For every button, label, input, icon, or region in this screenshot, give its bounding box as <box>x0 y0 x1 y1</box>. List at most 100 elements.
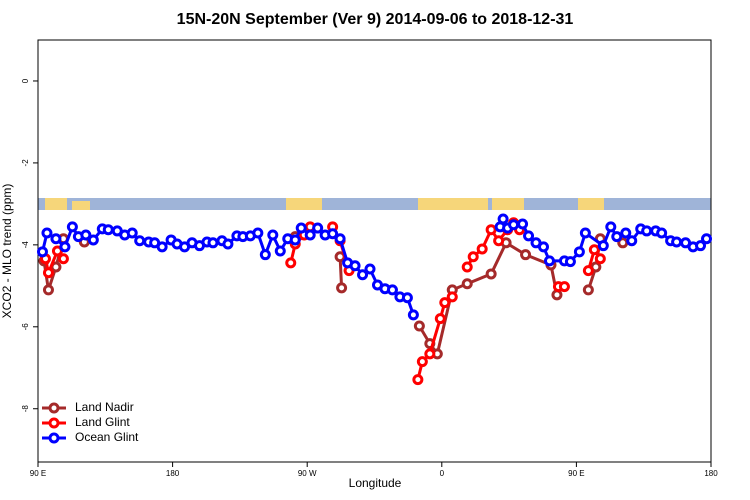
data-point <box>267 229 279 241</box>
data-point <box>42 284 54 296</box>
data-point <box>334 233 346 245</box>
series-line <box>44 239 623 354</box>
data-point <box>416 356 428 368</box>
data-point <box>66 221 78 233</box>
data-point <box>701 233 713 245</box>
data-point <box>579 227 591 239</box>
x-tick-label: 180 <box>704 469 718 478</box>
data-point <box>551 289 563 301</box>
data-point <box>156 241 168 253</box>
data-point <box>558 281 570 293</box>
data-point <box>134 235 146 247</box>
data-point <box>274 245 286 257</box>
data-point <box>327 228 339 240</box>
y-tick-label: -6 <box>21 323 30 331</box>
data-point <box>424 348 436 360</box>
data-point <box>467 251 479 263</box>
data-point <box>485 268 497 280</box>
land-patch <box>286 198 322 210</box>
data-point <box>671 236 683 248</box>
data-point <box>312 222 324 234</box>
data-point <box>304 229 316 241</box>
y-tick-label: -8 <box>21 405 30 413</box>
data-point <box>102 224 114 236</box>
legend-label: Land Nadir <box>75 400 134 414</box>
data-point <box>439 297 451 309</box>
legend-label: Ocean Glint <box>75 430 139 444</box>
x-tick-label: 90 W <box>298 469 317 478</box>
data-point <box>508 219 520 231</box>
data-point <box>41 227 53 239</box>
map-strip <box>38 198 711 210</box>
data-point <box>517 218 529 230</box>
data-point <box>364 263 376 275</box>
data-point <box>126 227 138 239</box>
chart-title: 15N-20N September (Ver 9) 2014-09-06 to … <box>177 11 574 28</box>
data-point <box>582 284 594 296</box>
data-point <box>605 221 617 233</box>
land-patch <box>72 201 90 210</box>
y-tick-label: -2 <box>21 159 30 167</box>
data-point <box>537 241 549 253</box>
data-point <box>413 320 425 332</box>
data-point <box>588 244 600 256</box>
data-point <box>289 234 301 246</box>
data-point <box>80 229 92 241</box>
data-point <box>42 267 54 279</box>
data-point <box>543 255 555 267</box>
legend-label: Land Glint <box>75 415 130 429</box>
data-point <box>446 291 458 303</box>
data-point <box>407 309 419 321</box>
data-point <box>597 240 609 252</box>
data-point <box>520 249 532 261</box>
plot-frame <box>37 39 712 463</box>
data-point <box>582 265 594 277</box>
series-line <box>44 220 602 381</box>
data-point <box>594 253 606 265</box>
data-point <box>573 246 585 258</box>
data-point <box>485 224 497 236</box>
data-point <box>50 233 62 245</box>
data-point <box>497 213 509 225</box>
x-tick-label: 90 E <box>30 469 46 478</box>
data-point <box>401 292 413 304</box>
data-point <box>386 284 398 296</box>
data-point <box>476 243 488 255</box>
data-point <box>57 253 69 265</box>
data-point <box>641 225 653 237</box>
data-point <box>434 313 446 325</box>
data-point <box>349 260 361 272</box>
y-tick-label: -4 <box>21 241 30 249</box>
data-point <box>36 246 48 258</box>
data-point <box>285 257 297 269</box>
y-axis-label: XCO2 - MLO trend (ppm) <box>0 184 14 319</box>
data-point <box>295 222 307 234</box>
data-point <box>611 231 623 243</box>
legend-marker <box>48 432 60 444</box>
x-axis-label: Longitude <box>349 476 402 490</box>
data-point <box>695 240 707 252</box>
legend-marker <box>48 417 60 429</box>
data-point <box>59 241 71 253</box>
data-point <box>207 237 219 249</box>
data-point <box>252 227 264 239</box>
x-tick-label: 0 <box>440 469 445 478</box>
data-point <box>412 374 424 386</box>
x-tick-label: 180 <box>166 469 180 478</box>
data-point <box>87 234 99 246</box>
y-tick-label: 0 <box>21 78 30 83</box>
legend-marker <box>48 402 60 414</box>
data-point <box>620 227 632 239</box>
x-tick-label: 90 E <box>568 469 584 478</box>
data-point <box>493 235 505 247</box>
data-point <box>461 261 473 273</box>
land-patch <box>45 198 67 210</box>
land-patch <box>492 198 524 210</box>
land-patch <box>418 198 488 210</box>
data-point <box>523 230 535 242</box>
data-point <box>656 227 668 239</box>
land-patch <box>578 198 604 210</box>
data-point <box>564 256 576 268</box>
data-point <box>461 278 473 290</box>
